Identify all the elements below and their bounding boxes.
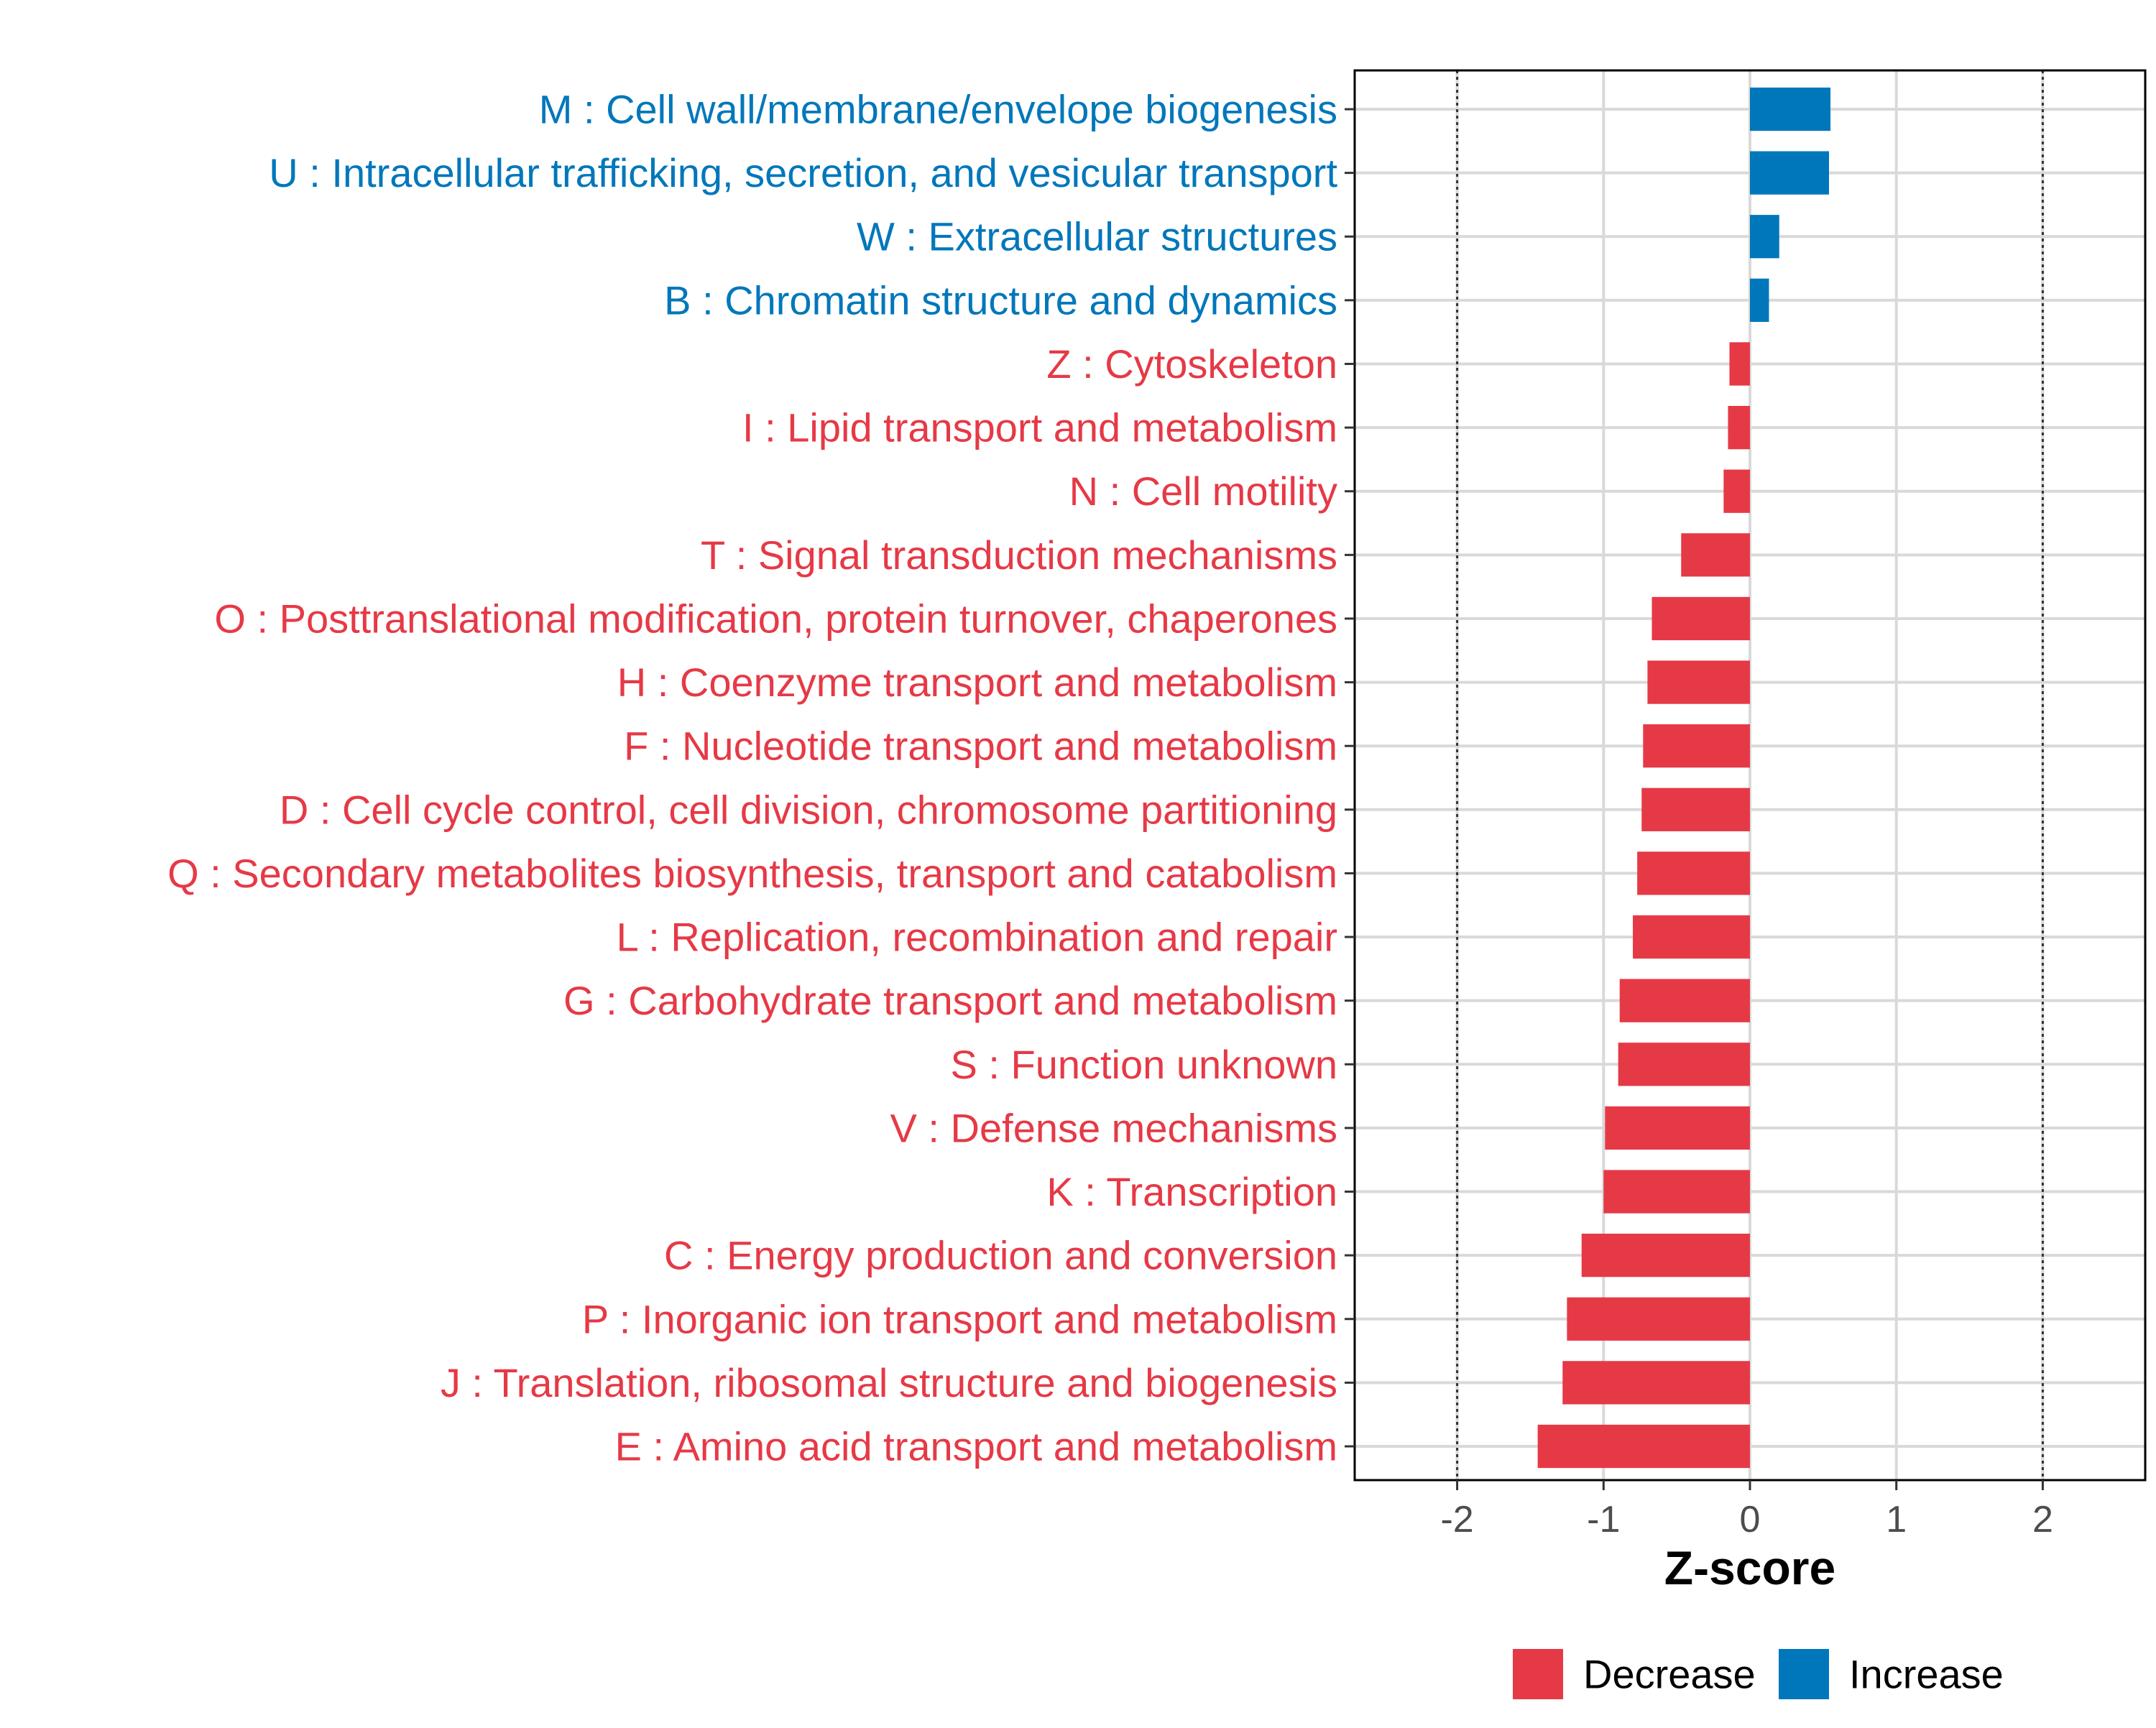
x-tick-label: 2 [2032, 1499, 2053, 1540]
bar-increase [1750, 278, 1769, 322]
bar-decrease [1605, 1106, 1750, 1150]
legend-label: Increase [1849, 1652, 2004, 1697]
category-label: H : Coenzyme transport and metabolism [617, 660, 1337, 705]
bar-decrease [1681, 533, 1750, 577]
legend: Decrease Increase [1513, 1649, 2004, 1699]
bar-decrease [1581, 1234, 1750, 1277]
category-label: T : Signal transduction mechanisms [701, 532, 1337, 578]
x-axis-title: Z-score [1664, 1541, 1835, 1594]
category-label: U : Intracellular trafficking, secretion… [269, 150, 1337, 195]
bar-decrease [1729, 342, 1750, 386]
bars-layer [1537, 87, 1831, 1469]
bar-increase [1750, 87, 1831, 131]
x-tick-label: -1 [1587, 1499, 1620, 1540]
reference-lines-layer [1456, 70, 2044, 1480]
bar-decrease [1562, 1361, 1750, 1405]
bar-decrease [1619, 979, 1750, 1022]
category-label: K : Transcription [1046, 1169, 1337, 1214]
x-tick-label: 1 [1886, 1499, 1907, 1540]
bar-increase [1750, 215, 1779, 259]
bar-decrease [1637, 851, 1750, 895]
category-label: F : Nucleotide transport and metabolism [624, 724, 1337, 769]
category-labels: M : Cell wall/membrane/envelope biogenes… [167, 87, 1337, 1469]
category-label: D : Cell cycle control, cell division, c… [280, 787, 1337, 832]
bar-decrease [1641, 787, 1750, 831]
bar-increase [1750, 151, 1829, 195]
ticks-layer [1345, 108, 2044, 1490]
legend-key-decrease [1513, 1649, 1563, 1699]
category-label: O : Posttranslational modification, prot… [214, 596, 1337, 641]
category-label: W : Extracellular structures [857, 214, 1337, 259]
x-tick-label: 0 [1740, 1499, 1761, 1540]
bar-decrease [1537, 1424, 1750, 1469]
legend-label: Decrease [1583, 1652, 1756, 1697]
category-label: N : Cell motility [1069, 468, 1337, 514]
bar-decrease [1723, 469, 1750, 513]
x-tick-label: -2 [1440, 1499, 1473, 1540]
bar-decrease [1633, 915, 1750, 959]
category-label: Z : Cytoskeleton [1046, 341, 1337, 387]
category-label: Q : Secondary metabolites biosynthesis, … [167, 851, 1337, 896]
bar-decrease [1643, 724, 1750, 768]
bar-decrease [1603, 1170, 1750, 1214]
category-label: J : Translation, ribosomal structure and… [441, 1360, 1337, 1405]
category-label: L : Replication, recombination and repai… [617, 915, 1337, 960]
category-label: M : Cell wall/membrane/envelope biogenes… [539, 87, 1337, 132]
bar-decrease [1567, 1297, 1750, 1341]
bar-decrease [1618, 1043, 1750, 1086]
bar-decrease [1728, 405, 1750, 450]
category-label: S : Function unknown [950, 1042, 1337, 1087]
x-tick-labels: -2 -1 0 1 2 [1440, 1499, 2053, 1540]
legend-key-increase [1779, 1649, 1829, 1699]
category-label: I : Lipid transport and metabolism [742, 405, 1337, 451]
category-label: P : Inorganic ion transport and metaboli… [582, 1296, 1337, 1341]
bar-decrease [1651, 596, 1750, 641]
category-label: C : Energy production and conversion [664, 1233, 1337, 1278]
category-label: E : Amino acid transport and metabolism [615, 1424, 1337, 1469]
category-label: V : Defense mechanisms [890, 1105, 1337, 1150]
bar-decrease [1647, 660, 1750, 704]
category-label: G : Carbohydrate transport and metabolis… [563, 978, 1337, 1023]
category-label: B : Chromatin structure and dynamics [664, 277, 1337, 323]
